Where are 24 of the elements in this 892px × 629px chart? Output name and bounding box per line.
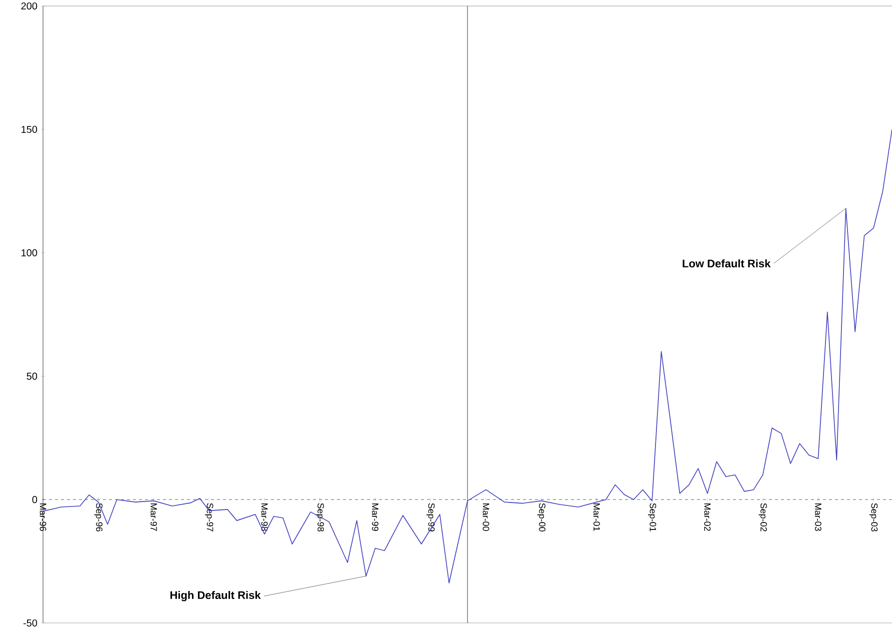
- x-tick-label: Sep-99: [426, 503, 435, 532]
- x-tick-label: Mar-97: [150, 504, 157, 531]
- x-tick-label: Mar-96: [40, 504, 46, 531]
- x-tick-label: Mar-00: [482, 504, 490, 531]
- x-tick-label: Sep-97: [205, 503, 214, 532]
- annotation: Low Default Risk: [682, 259, 771, 268]
- y-tick-label: 0: [32, 496, 38, 504]
- y-tick-label: 50: [26, 372, 38, 380]
- y-tick-label: 100: [22, 249, 38, 256]
- annotation: High Default Risk: [170, 590, 261, 602]
- x-tick-label: Mar-03: [814, 504, 822, 531]
- x-tick-label: Sep-00: [537, 503, 546, 532]
- y-tick-label: 150: [22, 126, 38, 133]
- x-tick-label: Mar-98: [261, 504, 268, 531]
- x-tick-label: Mar-02: [704, 504, 711, 531]
- x-tick-label: Sep-01: [648, 503, 656, 532]
- x-tick-label: Sep-02: [758, 503, 767, 532]
- y-tick-label: 200: [21, 2, 38, 10]
- x-tick-label: Sep-03: [869, 503, 878, 532]
- x-tick-label: Mar-01: [594, 504, 600, 531]
- x-tick-label: Sep-98: [316, 503, 324, 532]
- y-tick-label: -50: [23, 619, 38, 627]
- x-tick-label: Sep-96: [94, 503, 102, 532]
- x-tick-label: Mar-99: [372, 504, 378, 531]
